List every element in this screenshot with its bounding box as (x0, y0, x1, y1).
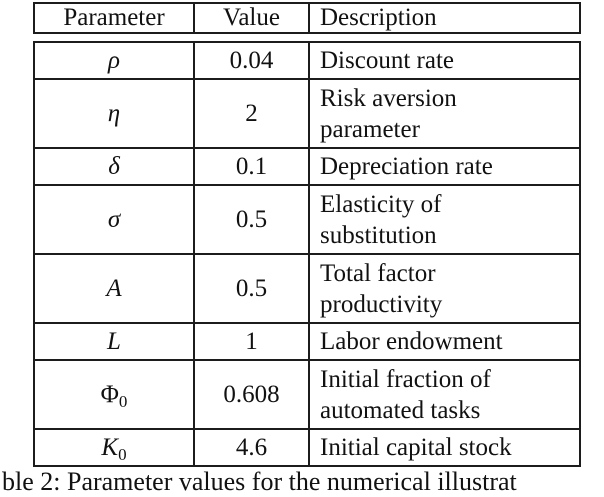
table-row-k0: K0 4.6 Initial capital stock (33, 428, 581, 467)
param-symbol: L (33, 322, 195, 361)
param-description: Initial fraction of automated tasks (308, 359, 581, 430)
column-header-value: Value (193, 2, 310, 34)
table-row-eta: η 2 Risk aversion parameter (33, 78, 581, 149)
param-value: 1 (193, 322, 310, 361)
param-value: 0.04 (193, 41, 310, 80)
param-description: Total factor productivity (308, 253, 581, 324)
table-row-labor: L 1 Labor endowment (33, 322, 581, 361)
param-description: Depreciation rate (308, 147, 581, 186)
param-value: 2 (193, 78, 310, 149)
param-value: 0.1 (193, 147, 310, 186)
parameter-table-header: Parameter Value Description (33, 2, 581, 34)
table-row-phi0: Φ0 0.608 Initial fraction of automated ta… (33, 359, 581, 430)
param-symbol: ρ (33, 41, 195, 80)
param-value: 0.5 (193, 184, 310, 255)
column-header-description: Description (308, 2, 581, 34)
parameter-table-body: ρ 0.04 Discount rate η 2 Risk aversion pa… (33, 41, 581, 467)
param-symbol: A (33, 253, 195, 324)
header-row: Parameter Value Description (33, 2, 581, 34)
param-description: Initial capital stock (308, 428, 581, 467)
param-value: 0.608 (193, 359, 310, 430)
param-description: Elasticity of substitution (308, 184, 581, 255)
table-row-tfp: A 0.5 Total factor productivity (33, 253, 581, 324)
table-caption: ble 2: Parameter values for the numerica… (2, 467, 517, 496)
column-header-parameter: Parameter (33, 2, 195, 34)
param-description: Risk aversion parameter (308, 78, 581, 149)
param-symbol: Φ0 (33, 359, 195, 430)
table-row-sigma: σ 0.5 Elasticity of substitution (33, 184, 581, 255)
param-symbol: K0 (33, 428, 195, 467)
table-row-delta: δ 0.1 Depreciation rate (33, 147, 581, 186)
param-value: 4.6 (193, 428, 310, 467)
param-description: Discount rate (308, 41, 581, 80)
paper-page: Parameter Value Description ρ 0.04 Disco… (2, 2, 581, 496)
param-symbol: η (33, 78, 195, 149)
table-row-rho: ρ 0.04 Discount rate (33, 41, 581, 80)
param-symbol: σ (33, 184, 195, 255)
param-value: 0.5 (193, 253, 310, 324)
param-description: Labor endowment (308, 322, 581, 361)
param-symbol: δ (33, 147, 195, 186)
